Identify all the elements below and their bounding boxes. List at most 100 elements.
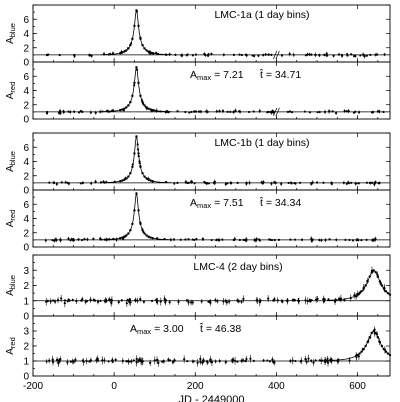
data-point (257, 54, 260, 57)
data-point (244, 359, 247, 363)
data-point (125, 177, 128, 180)
data-point (233, 359, 237, 362)
data-point (193, 182, 196, 185)
data-point (110, 299, 114, 302)
data-point (136, 148, 140, 151)
amax-value: 7.51 (223, 197, 244, 209)
data-point (125, 302, 128, 305)
data-point (203, 52, 206, 56)
data-point (123, 50, 126, 53)
data-point (51, 299, 55, 302)
data-point (273, 298, 276, 301)
data-point (372, 269, 375, 272)
data-point (248, 181, 251, 184)
data-point (273, 181, 276, 184)
y-axis-label-a: A (5, 92, 16, 99)
data-point (156, 300, 159, 303)
data-point (167, 358, 170, 361)
panel-1-blue: 0 2 4 6 Ablue LMC-1a (1 day bins) (5, 4, 391, 69)
data-point (139, 222, 142, 226)
data-point (70, 238, 73, 241)
data-point (316, 181, 319, 184)
y-axis-label: Ared (5, 82, 17, 100)
data-point (334, 111, 338, 115)
data-point (310, 53, 313, 56)
data-point (123, 178, 126, 181)
data-point (193, 238, 196, 241)
data-point (208, 300, 211, 303)
data-point (374, 181, 377, 184)
data-point (133, 24, 136, 28)
data-point (137, 155, 140, 158)
data-point (386, 352, 390, 355)
data-point (177, 300, 180, 303)
data-point (129, 43, 132, 47)
data-point (63, 302, 66, 305)
data-point (322, 181, 325, 184)
data-point (95, 359, 98, 362)
data-point (127, 104, 130, 107)
data-point (107, 360, 110, 363)
data-point (121, 359, 124, 362)
data-point (345, 110, 349, 113)
data-point (196, 361, 199, 364)
that-symbol: t̂ (199, 322, 203, 335)
data-point (55, 358, 59, 361)
data-point (67, 110, 70, 113)
data-point (321, 359, 324, 362)
data-point (126, 360, 130, 363)
data-point (216, 300, 219, 303)
data-point (56, 298, 60, 302)
data-point (340, 53, 344, 57)
data-point (77, 111, 81, 114)
data-point (107, 53, 110, 56)
data-point (94, 111, 97, 114)
event-title: LMC-1b (1 day bins) (214, 137, 309, 149)
data-point (354, 110, 357, 113)
data-point (259, 300, 262, 303)
data-point (49, 300, 52, 303)
axis-break-mark (275, 107, 280, 117)
data-point (238, 238, 241, 242)
data-point (222, 53, 225, 56)
data-point (374, 331, 378, 335)
data-point (164, 301, 167, 304)
data-point (210, 52, 213, 56)
data-point (254, 239, 258, 242)
data-point (386, 292, 390, 295)
data-point (355, 182, 358, 185)
data-point (129, 229, 132, 232)
y-axis-label-band: blue (8, 151, 17, 165)
data-point (364, 344, 367, 348)
data-point (145, 177, 148, 180)
data-point (308, 111, 311, 114)
y-axis-label: Ablue (5, 23, 17, 44)
data-point (326, 361, 330, 364)
data-point (184, 110, 187, 114)
data-point (324, 360, 327, 364)
data-point (126, 298, 129, 302)
data-point (362, 347, 365, 351)
data-point (141, 43, 144, 47)
data-point (136, 143, 139, 146)
data-point (337, 53, 341, 56)
data-point (205, 181, 209, 185)
data-point (163, 297, 166, 300)
y-axis-label-a: A (5, 289, 16, 296)
data-point (366, 340, 369, 344)
data-point (330, 182, 333, 185)
data-point (221, 109, 225, 113)
y-axis-label-band: red (8, 337, 17, 348)
data-point (291, 359, 294, 362)
data-point (135, 135, 138, 138)
data-point (368, 181, 371, 184)
data-point (143, 104, 146, 107)
data-point (244, 238, 247, 242)
data-point (48, 181, 51, 184)
data-point (81, 298, 84, 301)
data-point (102, 52, 106, 56)
data-point (105, 109, 109, 113)
y-tick-label: 1 (23, 357, 29, 368)
data-point (96, 357, 99, 360)
data-point (99, 237, 102, 240)
